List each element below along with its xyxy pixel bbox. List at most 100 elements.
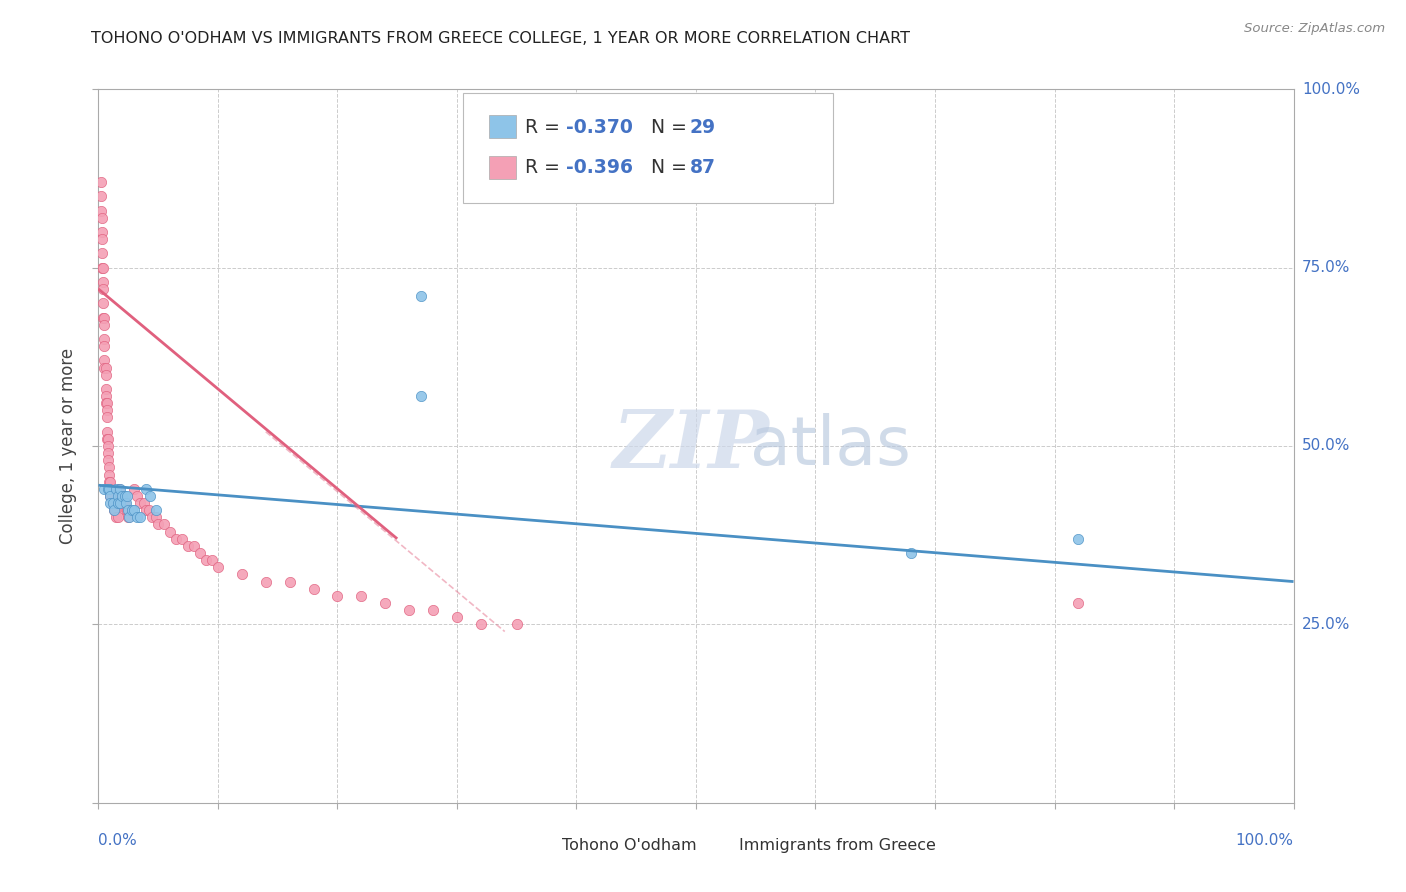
Point xyxy=(111,489,134,503)
Point xyxy=(98,482,121,496)
Point xyxy=(177,539,200,553)
Point xyxy=(302,582,325,596)
Point xyxy=(115,489,138,503)
FancyBboxPatch shape xyxy=(706,837,733,855)
Point xyxy=(98,489,122,503)
Text: N =: N = xyxy=(638,158,693,178)
Point xyxy=(105,510,128,524)
Point xyxy=(138,503,160,517)
Point xyxy=(94,368,117,382)
Point xyxy=(98,482,122,496)
Text: Immigrants from Greece: Immigrants from Greece xyxy=(740,838,936,853)
Point xyxy=(96,410,118,425)
Point xyxy=(107,510,129,524)
Point xyxy=(101,496,124,510)
Point xyxy=(129,510,152,524)
Point xyxy=(470,617,492,632)
Point xyxy=(201,553,224,567)
Point xyxy=(115,503,138,517)
Point xyxy=(93,318,115,332)
Point xyxy=(188,546,211,560)
Point xyxy=(96,403,118,417)
FancyBboxPatch shape xyxy=(489,115,516,138)
Point xyxy=(165,532,187,546)
Point xyxy=(93,353,115,368)
Point xyxy=(97,446,120,460)
Point xyxy=(107,496,129,510)
Text: 0.0%: 0.0% xyxy=(98,833,138,848)
Text: R =: R = xyxy=(524,118,567,136)
Text: Tohono O'odham: Tohono O'odham xyxy=(562,838,697,853)
Point xyxy=(107,489,129,503)
Point xyxy=(135,482,157,496)
Point xyxy=(101,496,124,510)
Point xyxy=(91,260,114,275)
Point xyxy=(900,546,922,560)
Point xyxy=(110,489,132,503)
Point xyxy=(159,524,181,539)
Point xyxy=(114,496,136,510)
Point xyxy=(254,574,277,589)
Point xyxy=(117,510,139,524)
Point xyxy=(183,539,205,553)
Point xyxy=(145,510,167,524)
Point xyxy=(91,296,114,310)
Point xyxy=(117,503,139,517)
Point xyxy=(104,503,127,517)
Point xyxy=(98,467,121,482)
Text: 75.0%: 75.0% xyxy=(1302,260,1350,275)
Point xyxy=(153,517,176,532)
Point xyxy=(1067,596,1090,610)
Point xyxy=(125,489,148,503)
Point xyxy=(139,489,162,503)
Point xyxy=(91,275,114,289)
Point xyxy=(108,489,131,503)
Point xyxy=(97,453,120,467)
Point xyxy=(172,532,194,546)
Point xyxy=(231,567,253,582)
Point xyxy=(114,489,136,503)
Point xyxy=(398,603,420,617)
Point xyxy=(93,332,115,346)
Point xyxy=(506,617,529,632)
Point xyxy=(98,496,122,510)
Point xyxy=(91,232,114,246)
Point xyxy=(1067,532,1090,546)
Text: N =: N = xyxy=(638,118,693,136)
FancyBboxPatch shape xyxy=(529,837,555,855)
Point xyxy=(93,482,115,496)
Point xyxy=(326,589,349,603)
Point xyxy=(97,439,120,453)
Point xyxy=(141,510,163,524)
Point xyxy=(108,482,131,496)
FancyBboxPatch shape xyxy=(489,155,516,179)
Point xyxy=(124,503,146,517)
Point xyxy=(91,246,114,260)
Point xyxy=(94,389,117,403)
Point xyxy=(411,289,433,303)
Point xyxy=(96,425,118,439)
Point xyxy=(278,574,301,589)
Point xyxy=(91,260,114,275)
Y-axis label: College, 1 year or more: College, 1 year or more xyxy=(59,348,77,544)
Point xyxy=(97,482,120,496)
Point xyxy=(98,460,121,475)
Point xyxy=(115,496,138,510)
Point xyxy=(121,503,143,517)
Text: 87: 87 xyxy=(690,158,716,178)
Text: TOHONO O'ODHAM VS IMMIGRANTS FROM GREECE COLLEGE, 1 YEAR OR MORE CORRELATION CHA: TOHONO O'ODHAM VS IMMIGRANTS FROM GREECE… xyxy=(91,31,911,46)
Text: Source: ZipAtlas.com: Source: ZipAtlas.com xyxy=(1244,22,1385,36)
Point xyxy=(94,382,117,396)
Point xyxy=(94,396,117,410)
Text: 50.0%: 50.0% xyxy=(1302,439,1350,453)
Point xyxy=(97,432,120,446)
Text: 29: 29 xyxy=(690,118,716,136)
Text: 100.0%: 100.0% xyxy=(1302,82,1360,96)
Text: ZIP: ZIP xyxy=(613,408,769,484)
Point xyxy=(115,503,138,517)
Point xyxy=(103,503,125,517)
Text: -0.370: -0.370 xyxy=(565,118,633,136)
Point xyxy=(94,360,117,375)
Point xyxy=(93,310,115,325)
Point xyxy=(132,496,155,510)
